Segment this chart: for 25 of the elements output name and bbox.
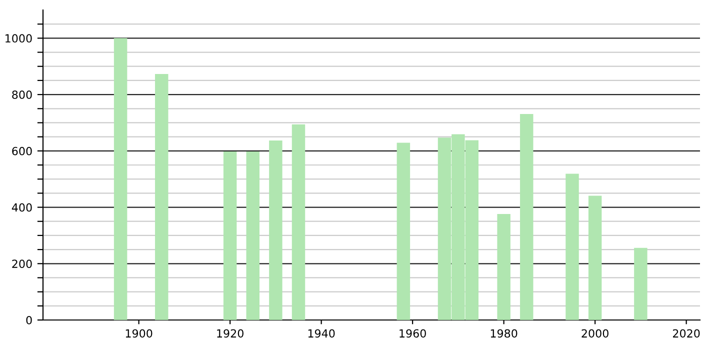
x-tick-label: 1960 — [400, 329, 426, 338]
bar — [497, 214, 510, 320]
bar — [155, 74, 168, 320]
y-tick-label: 600 — [12, 146, 32, 156]
y-tick-label: 200 — [12, 260, 32, 268]
x-tick-label: 2000 — [582, 329, 608, 338]
bar — [634, 248, 648, 320]
bar — [246, 151, 260, 320]
y-tick-label: 0 — [26, 316, 32, 324]
x-tick-label: 1940 — [308, 329, 335, 338]
x-tick-label: 1920 — [217, 329, 244, 338]
bar — [292, 124, 306, 320]
bar — [588, 196, 602, 320]
bar — [396, 142, 410, 320]
y-tick-label: 1000 — [6, 34, 32, 43]
x-tick-label: 1980 — [490, 329, 518, 338]
bar — [566, 174, 579, 320]
bar — [223, 151, 237, 320]
bar — [114, 38, 128, 320]
bar — [520, 114, 534, 320]
y-tick-label: 400 — [12, 203, 32, 212]
bar — [269, 140, 282, 320]
y-tick-label: 800 — [12, 90, 32, 99]
x-tick-label: 1900 — [126, 329, 152, 338]
x-tick-label: 2020 — [672, 329, 700, 338]
